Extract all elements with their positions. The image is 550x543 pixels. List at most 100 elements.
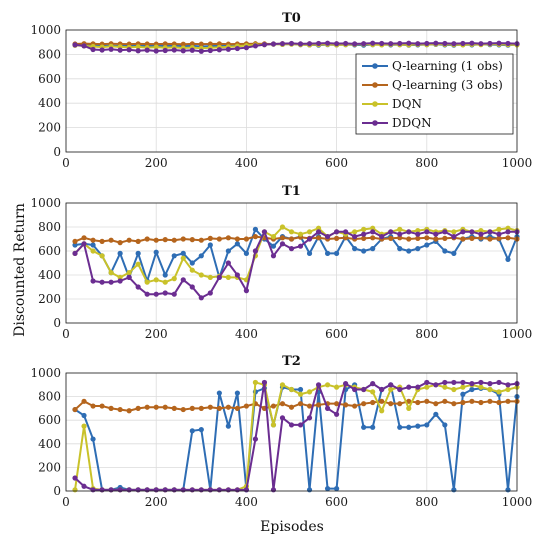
data-point: [469, 40, 475, 46]
data-point: [297, 391, 304, 397]
data-point: [433, 231, 439, 237]
data-point: [451, 41, 457, 47]
data-point: [460, 379, 466, 386]
data-point: [126, 47, 132, 53]
data-point: [406, 384, 412, 390]
data-point: [424, 235, 430, 241]
data-point: [270, 487, 277, 493]
data-point: [334, 486, 340, 492]
data-point: [505, 487, 511, 493]
data-point: [234, 272, 240, 278]
data-point: [171, 487, 177, 493]
data-point: [72, 475, 78, 481]
data-point: [90, 237, 96, 243]
data-point: [225, 487, 231, 493]
y-tick-label: 1000: [30, 196, 61, 210]
data-point: [343, 402, 349, 408]
data-point: [370, 389, 376, 395]
data-point: [279, 41, 286, 47]
data-point: [406, 248, 412, 254]
data-point: [207, 235, 213, 241]
axes-frame: [65, 202, 518, 324]
data-point: [496, 399, 502, 406]
data-point: [352, 234, 358, 240]
data-point: [379, 398, 385, 404]
data-point: [297, 231, 304, 237]
data-point: [108, 405, 114, 411]
data-point: [81, 483, 87, 489]
data-point: [270, 422, 277, 428]
data-point: [126, 487, 132, 493]
data-point: [505, 398, 511, 404]
data-point: [451, 386, 457, 393]
data-point: [243, 403, 249, 409]
data-point: [153, 44, 159, 50]
data-point: [162, 487, 168, 493]
data-point: [487, 386, 493, 393]
data-point: [72, 42, 78, 48]
data-point: [117, 47, 123, 53]
x-tick-label: 800: [415, 327, 438, 341]
data-point: [397, 386, 403, 393]
data-point: [379, 234, 385, 240]
data-point: [306, 41, 313, 47]
data-point: [252, 234, 259, 240]
data-point: [379, 408, 385, 414]
data-point: [451, 250, 457, 256]
x-tick-label: 0: [62, 327, 70, 341]
data-point: [144, 487, 150, 493]
y-tick-label: 1000: [30, 23, 61, 37]
data-point: [334, 384, 340, 390]
x-tick-label: 600: [325, 327, 348, 341]
data-point: [370, 225, 376, 231]
data-point: [406, 236, 412, 242]
data-point: [478, 384, 484, 390]
data-point: [361, 41, 367, 47]
data-point: [505, 386, 511, 393]
data-point: [496, 235, 502, 241]
data-point: [370, 424, 376, 430]
data-point: [117, 274, 123, 280]
data-point: [270, 253, 277, 259]
data-point: [207, 274, 213, 280]
data-point: [144, 236, 150, 242]
data-point: [153, 237, 159, 243]
data-point: [126, 270, 132, 276]
data-point: [306, 229, 313, 235]
data-point: [288, 236, 295, 242]
data-point: [162, 47, 168, 54]
data-point: [279, 235, 286, 241]
data-point: [90, 278, 96, 284]
data-point: [99, 487, 105, 493]
data-point: [315, 382, 322, 388]
data-point: [505, 235, 511, 241]
data-point: [397, 246, 403, 252]
data-point: [306, 250, 313, 256]
data-point: [225, 46, 231, 52]
data-point: [252, 226, 259, 232]
data-point: [496, 231, 502, 237]
data-point: [81, 43, 87, 49]
data-point: [198, 487, 204, 493]
data-point: [370, 246, 376, 252]
data-point: [117, 406, 123, 413]
data-point: [72, 242, 78, 248]
data-point: [99, 279, 105, 285]
data-point: [135, 487, 141, 493]
data-point: [388, 229, 394, 235]
data-point: [505, 40, 511, 47]
data-point: [469, 398, 475, 404]
data-point: [297, 386, 304, 393]
data-point: [207, 487, 213, 493]
data-point: [261, 42, 268, 48]
data-point: [315, 402, 322, 408]
data-point: [415, 246, 421, 252]
y-tick-label: 600: [38, 72, 61, 86]
data-point: [180, 255, 186, 261]
data-point: [361, 248, 367, 254]
data-point: [361, 386, 367, 393]
data-point: [343, 235, 349, 241]
data-point: [198, 237, 204, 243]
data-point: [315, 40, 322, 47]
